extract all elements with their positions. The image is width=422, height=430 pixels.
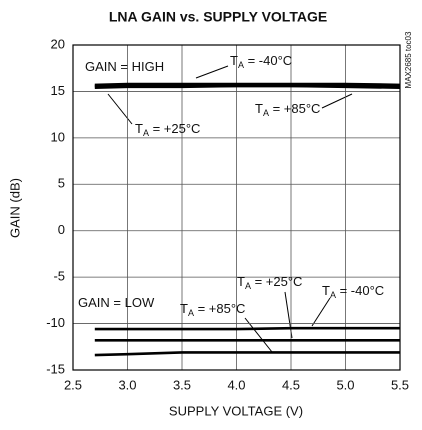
annotation-symbol: T [230, 53, 238, 68]
annotation: GAIN = HIGH [85, 59, 164, 74]
annotation: TA = -40°C [230, 53, 292, 70]
x-axis-label: SUPPLY VOLTAGE (V) [169, 403, 303, 418]
annotation-subscript: A [263, 108, 269, 118]
annotation-symbol: T [180, 301, 188, 316]
annotation-text: = +25°C [251, 274, 302, 289]
annotation-text: GAIN = LOW [78, 295, 155, 310]
annotation: GAIN = LOW [78, 295, 155, 310]
data-line [94, 82, 401, 87]
data-line [94, 326, 400, 331]
annotation-subscript: A [188, 308, 194, 318]
chart-title: LNA GAIN vs. SUPPLY VOLTAGE [109, 9, 327, 25]
annotation: TA = +85°C [180, 301, 245, 318]
y-axis-label: GAIN (dB) [7, 178, 22, 238]
annotation-text: = -40°C [336, 283, 384, 298]
y-tick-label: 10 [51, 129, 65, 144]
annotation-text: = -40°C [244, 53, 292, 68]
x-tick-label: 4.5 [282, 377, 300, 392]
annotation-text: = +25°C [149, 121, 200, 136]
annotation: TA = -40°C [322, 283, 384, 300]
annotation-symbol: T [135, 121, 143, 136]
leader-line [311, 297, 331, 327]
annotation: TA = +85°C [255, 101, 320, 118]
side-note: MAX2685 toc03 [404, 31, 413, 88]
leader-line [195, 65, 229, 79]
x-tick-label: 5.5 [391, 377, 409, 392]
x-tick-label: 3.5 [173, 377, 191, 392]
annotation-text: = +85°C [269, 101, 320, 116]
y-tick-label: 20 [51, 36, 65, 51]
annotation-symbol: T [255, 101, 263, 116]
plot-frame [72, 44, 401, 371]
annotation: TA = +25°C [237, 274, 302, 291]
annotation-subscript: A [330, 290, 336, 300]
y-tick-label: 0 [58, 222, 65, 237]
annotation-text: GAIN = HIGH [85, 59, 164, 74]
y-tick-label: -15 [46, 361, 65, 376]
y-tick-label: -5 [53, 269, 65, 284]
leader-line [107, 93, 133, 125]
annotation: TA = +25°C [135, 121, 200, 138]
annotation-text: = +85°C [194, 301, 245, 316]
x-tick-label: 4.0 [227, 377, 245, 392]
leader-line [244, 317, 273, 353]
annotation-symbol: T [237, 274, 245, 289]
y-tick-label: 5 [58, 176, 65, 191]
x-tick-label: 3.0 [118, 377, 136, 392]
y-tick-label: -10 [46, 315, 65, 330]
y-tick-label: 15 [51, 83, 65, 98]
annotation-subscript: A [143, 128, 149, 138]
x-tick-label: 2.5 [64, 377, 82, 392]
annotation-subscript: A [238, 60, 244, 70]
annotation-subscript: A [245, 281, 251, 291]
annotation-symbol: T [322, 283, 330, 298]
data-line [94, 351, 400, 357]
x-tick-label: 5.0 [336, 377, 354, 392]
leader-line [321, 93, 353, 109]
data-line [94, 84, 401, 89]
